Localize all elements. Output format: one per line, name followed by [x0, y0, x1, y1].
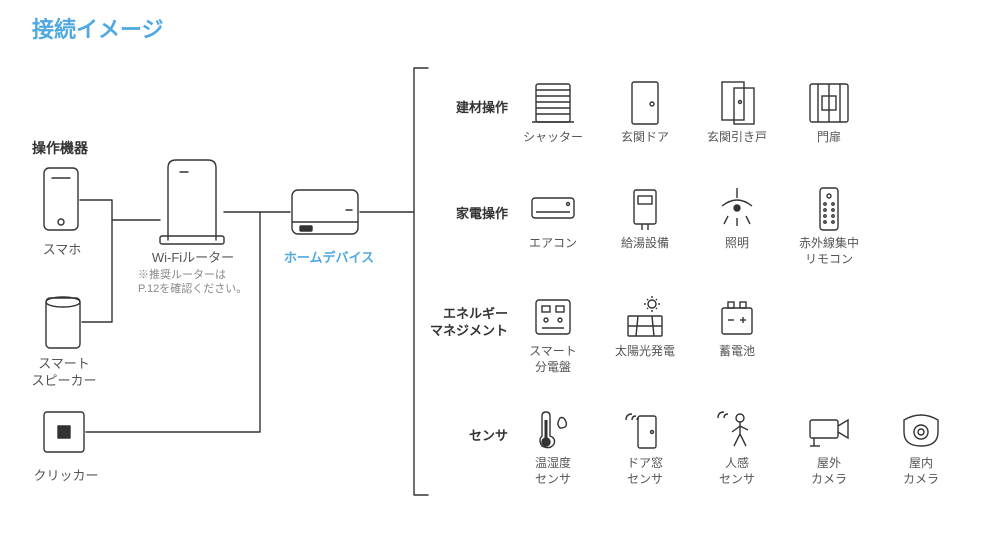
item-2-2-label: 蓄電池: [697, 344, 777, 360]
door-icon: [622, 80, 668, 126]
clicker-label: クリッカー: [26, 468, 106, 485]
item-0-1-label: 玄関ドア: [605, 130, 685, 146]
item-1-1-label: 給湯設備: [605, 236, 685, 252]
clicker-icon: [44, 412, 84, 452]
home-device-label: ホームデバイス: [274, 250, 384, 267]
light-icon: [714, 186, 760, 232]
sliding-door-icon: [714, 80, 760, 126]
camera-in-icon: [898, 406, 944, 452]
remote-icon: [806, 186, 852, 232]
door-sensor-icon: [622, 406, 668, 452]
item-3-1-label: ドア窓 センサ: [605, 456, 685, 487]
row-label-1: 家電操作: [428, 206, 508, 223]
gate-icon: [806, 80, 852, 126]
router-label: Wi-Fiルーター: [138, 250, 248, 267]
motion-icon: [714, 406, 760, 452]
shutter-icon: [530, 80, 576, 126]
item-3-2-label: 人感 センサ: [697, 456, 777, 487]
phone-label: スマホ: [32, 242, 92, 259]
temp-icon: [530, 406, 576, 452]
water-heater-icon: [622, 186, 668, 232]
router-note: ※推奨ルーターは P.12を確認ください。: [138, 268, 268, 297]
solar-icon: [622, 294, 668, 340]
item-2-1-label: 太陽光発電: [605, 344, 685, 360]
item-3-3-label: 屋外 カメラ: [789, 456, 869, 487]
home-device-icon: [292, 190, 358, 234]
item-1-2-label: 照明: [697, 236, 777, 252]
item-1-0-label: エアコン: [513, 236, 593, 252]
panel-icon: [530, 294, 576, 340]
item-0-0-label: シャッター: [513, 130, 593, 146]
row-label-3: センサ: [428, 428, 508, 445]
speaker-icon: [46, 297, 80, 348]
row-label-2: エネルギー マネジメント: [428, 306, 508, 340]
item-0-2-label: 玄関引き戸: [697, 130, 777, 146]
phone-icon: [44, 168, 78, 230]
item-0-3-label: 門扉: [789, 130, 869, 146]
camera-out-icon: [806, 406, 852, 452]
battery-icon: [714, 294, 760, 340]
item-3-0-label: 温湿度 センサ: [513, 456, 593, 487]
row-label-0: 建材操作: [428, 100, 508, 117]
item-2-0-label: スマート 分電盤: [513, 344, 593, 375]
item-3-4-label: 屋内 カメラ: [881, 456, 961, 487]
router-icon: [160, 160, 224, 244]
speaker-label: スマート スピーカー: [22, 356, 106, 390]
item-1-3-label: 赤外線集中 リモコン: [789, 236, 869, 267]
ac-icon: [530, 186, 576, 232]
